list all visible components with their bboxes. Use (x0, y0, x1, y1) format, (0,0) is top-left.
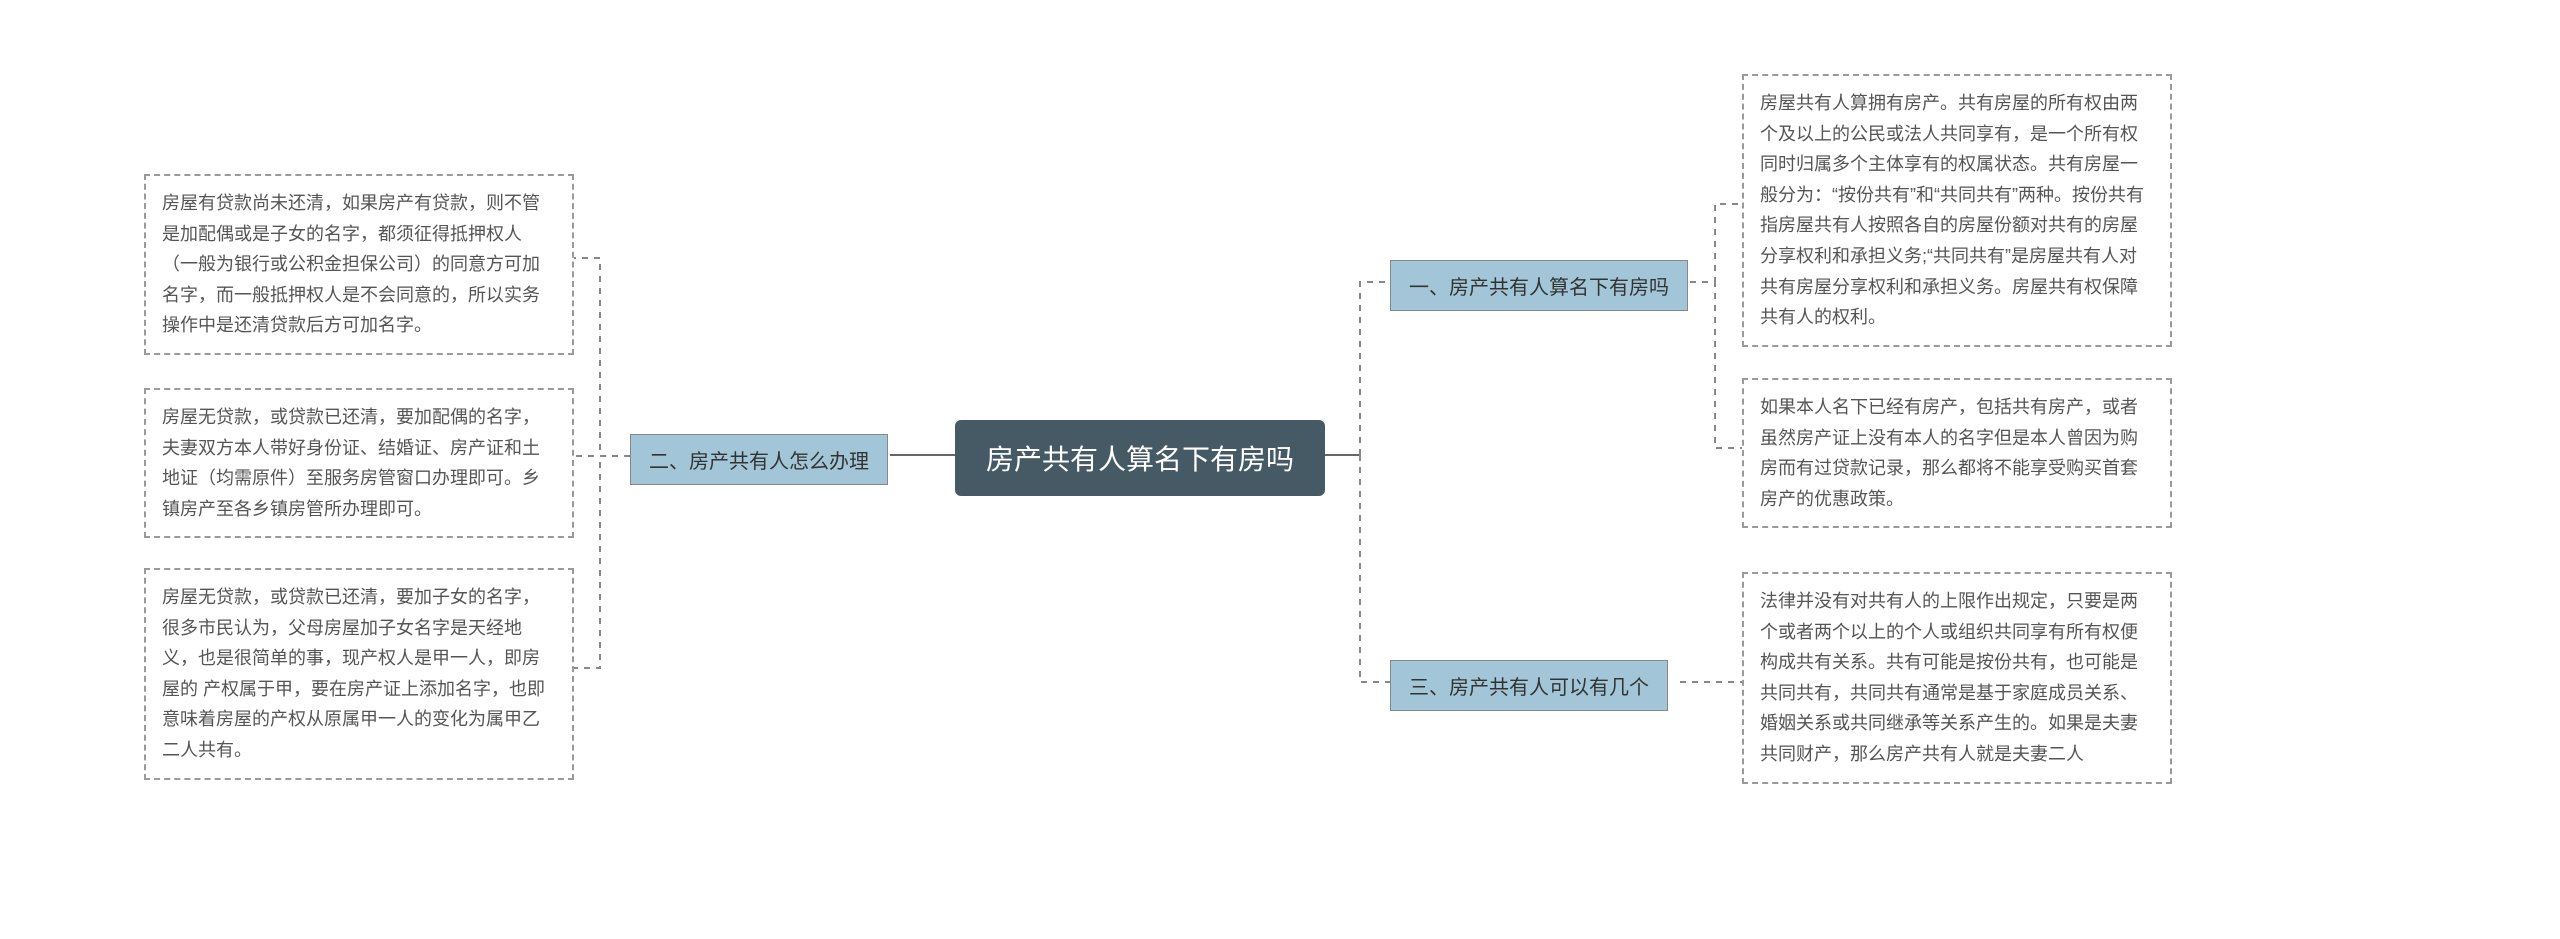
leaf-right1-0: 房屋共有人算拥有房产。共有房屋的所有权由两个及以上的公民或法人共同享有，是一个所… (1742, 74, 2172, 347)
root-node: 房产共有人算名下有房吗 (955, 420, 1325, 496)
leaf-right2-0: 法律并没有对共有人的上限作出规定，只要是两个或者两个以上的个人或组织共同享有所有… (1742, 572, 2172, 784)
leaf-right1-1: 如果本人名下已经有房产，包括共有房产，或者虽然房产证上没有本人的名字但是本人曾因… (1742, 378, 2172, 528)
leaf-left-0: 房屋有贷款尚未还清，如果房产有贷款，则不管是加配偶或是子女的名字，都须征得抵押权… (144, 174, 574, 355)
leaf-left-1: 房屋无贷款，或贷款已还清，要加配偶的名字，夫妻双方本人带好身份证、结婚证、房产证… (144, 388, 574, 538)
branch-left: 二、房产共有人怎么办理 (630, 434, 888, 485)
branch-right-1: 一、房产共有人算名下有房吗 (1390, 260, 1688, 311)
leaf-left-2: 房屋无贷款，或贷款已还清，要加子女的名字，很多市民认为，父母房屋加子女名字是天经… (144, 568, 574, 780)
branch-right-2: 三、房产共有人可以有几个 (1390, 660, 1668, 711)
